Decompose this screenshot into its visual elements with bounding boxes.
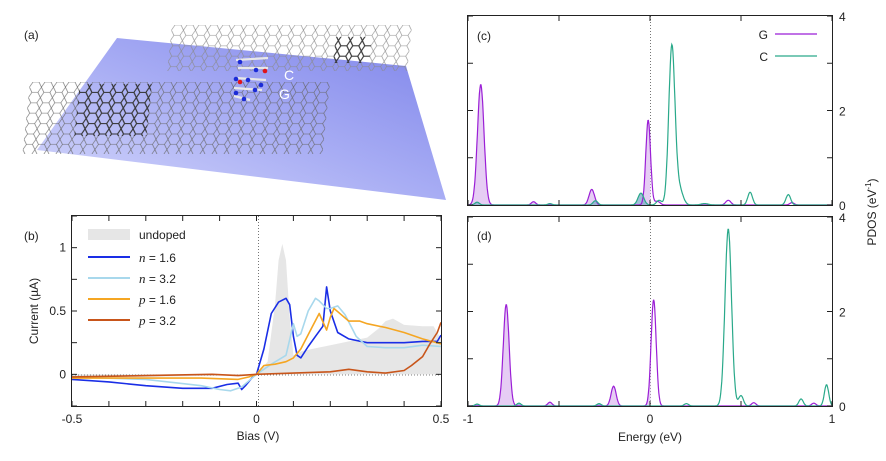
y-tick-label: 4 — [839, 10, 846, 24]
d-x-axis-label: Energy (eV) — [618, 430, 682, 444]
b-y-tick-label: 1 — [59, 241, 66, 255]
y-tick-label: 4 — [839, 211, 846, 225]
top-graphene-ribbon — [167, 25, 412, 71]
cg-base-pair-molecule — [233, 56, 269, 102]
b-y-axis-label: Current (µA) — [27, 278, 41, 344]
y-tick-label: 2 — [839, 105, 846, 119]
series-area-undoped — [72, 243, 441, 379]
c-plot-area — [468, 42, 832, 206]
series-line-p32 — [71, 322, 442, 378]
b-y-tick-label: 0 — [59, 367, 66, 381]
y-tick-label: 2 — [839, 306, 846, 320]
panel-b-iv-chart: -0.5 0 0.500.51 (b) Bias (V) Current (µA) … — [24, 215, 450, 443]
panel-d-label: (d) — [477, 229, 492, 243]
molecule-label-g: G — [279, 86, 290, 102]
d-plot-area — [468, 228, 833, 407]
legend-swatch-undoped — [88, 229, 130, 240]
b-x-tick-label: 0.5 — [433, 412, 450, 426]
panel-c-pdos-chart: 0 2 4 (c) G C — [467, 10, 846, 213]
x-tick-label: 0 — [647, 412, 654, 426]
x-tick-label: -1 — [463, 412, 474, 426]
c-legend: G C — [759, 28, 817, 64]
c-frame — [467, 15, 833, 206]
y-tick-label: 0 — [839, 199, 846, 213]
panel-a-label: (a) — [24, 28, 39, 42]
series-line-n16 — [71, 286, 442, 391]
panel-d-pdos-chart: 024-1 0 1 (d) Energy (eV) — [463, 211, 846, 444]
c-ticks: 0 2 4 — [467, 10, 846, 213]
panel-c-label: (c) — [477, 29, 491, 43]
b-y-tick-label: 0.5 — [49, 304, 66, 318]
b-ticks: -0.5 0 0.5 0 0.5 1 — [49, 215, 450, 426]
b-legend: undoped n = 1.6 n = 3.2 p = 1.6 p = 3.2 — [88, 228, 186, 328]
series-line-p16 — [72, 307, 442, 381]
b-x-axis-label: Bias (V) — [237, 429, 280, 443]
pdos-y-axis-label: PDOS (eV-1) — [864, 178, 879, 245]
panel-a-schematic: (a) C G — [22, 25, 446, 200]
series-line-n32 — [71, 297, 442, 392]
x-tick-label: 1 — [829, 412, 836, 426]
bottom-graphene-ribbon — [22, 82, 330, 154]
d-ticks: 024-1 0 1 — [463, 211, 846, 426]
panel-b-label: (b) — [24, 229, 39, 243]
d-frame — [467, 216, 833, 407]
legend-label-n16: n = 1.6 — [139, 250, 176, 265]
legend-label-p16: p = 1.6 — [138, 292, 176, 307]
molecule-label-c: C — [284, 67, 294, 83]
legend-label-g: G — [759, 28, 768, 42]
b-x-tick-label: 0 — [253, 412, 260, 426]
b-x-tick-label: -0.5 — [62, 412, 83, 426]
y-tick-label: 0 — [839, 400, 846, 414]
b-frame — [71, 215, 442, 407]
legend-label-c: C — [759, 50, 768, 64]
series-fill-g — [468, 304, 651, 406]
legend-label-p32: p = 3.2 — [138, 313, 176, 328]
legend-label-n32: n = 3.2 — [139, 271, 176, 286]
b-series-lines — [71, 286, 442, 392]
b-plot-area — [72, 243, 441, 379]
legend-label-undoped: undoped — [139, 228, 186, 242]
series-fill-g — [468, 84, 651, 205]
